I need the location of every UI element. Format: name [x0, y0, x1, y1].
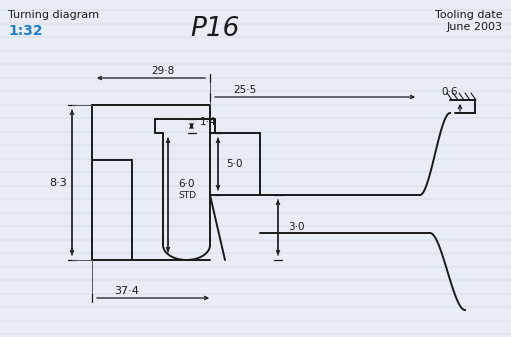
Text: 25·5: 25·5	[234, 85, 257, 95]
Text: P16: P16	[190, 16, 240, 42]
Text: 29·8: 29·8	[151, 66, 174, 76]
Text: 1·4: 1·4	[199, 117, 216, 127]
Text: 6·0: 6·0	[178, 179, 195, 189]
Text: STD: STD	[178, 191, 196, 201]
Text: 3·0: 3·0	[288, 222, 305, 233]
Text: 1:32: 1:32	[8, 24, 42, 38]
Text: 0·6: 0·6	[442, 87, 458, 97]
Text: Turning diagram: Turning diagram	[8, 10, 99, 20]
Text: 8·3: 8·3	[49, 178, 67, 187]
Text: June 2003: June 2003	[447, 22, 503, 32]
Text: 5·0: 5·0	[226, 159, 243, 169]
Text: Tooling date: Tooling date	[435, 10, 503, 20]
Text: 37·4: 37·4	[114, 286, 140, 296]
